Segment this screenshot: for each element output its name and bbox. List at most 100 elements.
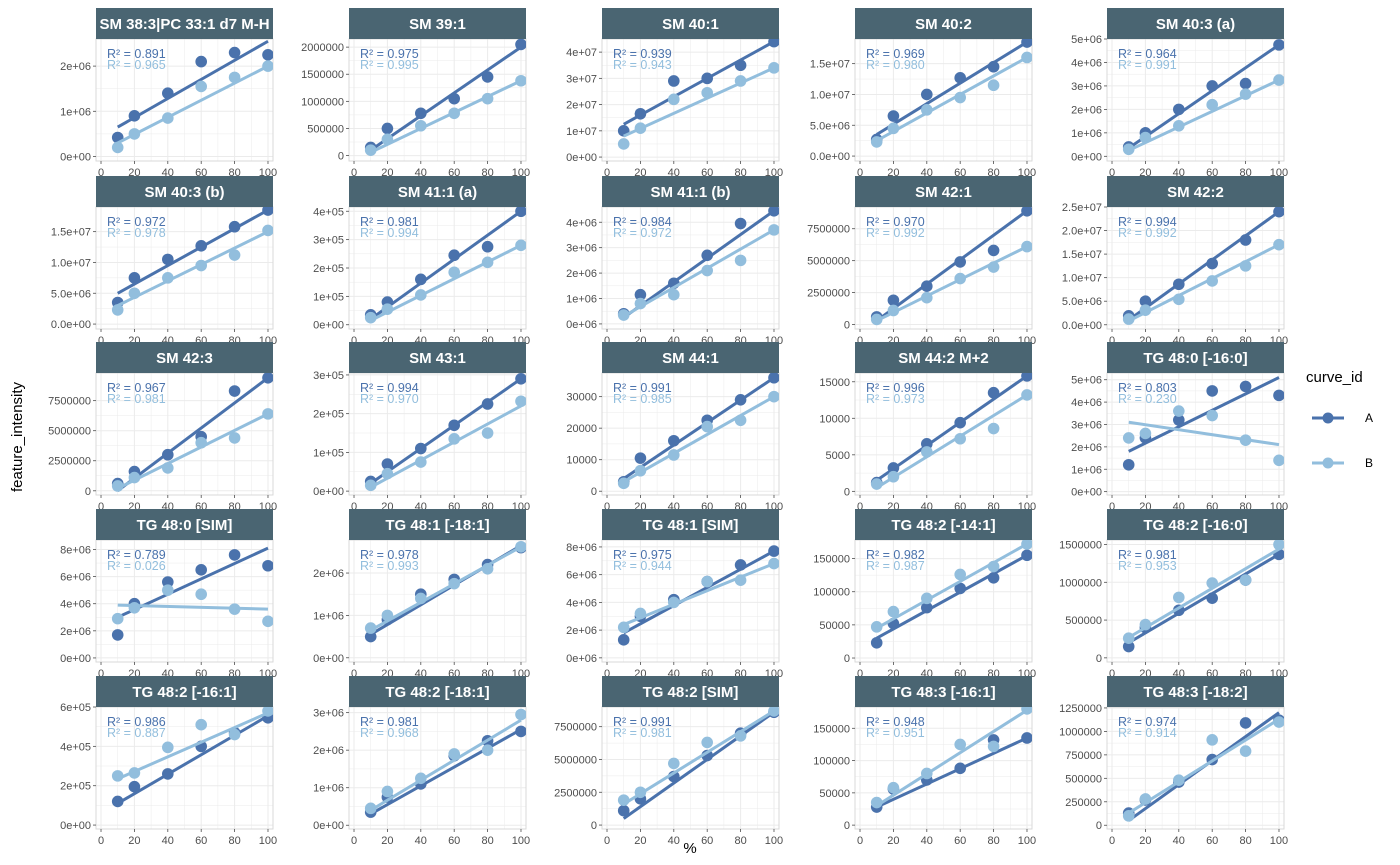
strip-title: SM 40:3 (a) [1156,16,1235,33]
strip-background [349,176,526,207]
data-point [987,740,1000,753]
strip-background [855,176,1032,207]
y-tick-label: 0e+00 [566,152,597,164]
fit-line [1128,420,1280,447]
x-tick-label: 0 [1109,501,1115,513]
y-tick-label: 7500000 [48,396,91,408]
data-point [768,373,779,384]
data-point [262,207,273,216]
panel-plot-area [364,373,526,492]
x-tick-label: 60 [1206,835,1218,847]
fit-line [116,208,269,295]
strip-title: SM 40:3 (b) [144,184,224,201]
data-point [734,217,747,230]
panel-sm-42-1: SM 42:10 20 40 60 80 100025000005000000750000… [807,176,1036,347]
data-point [1206,80,1218,92]
panel-tg-48-1-18-1: TG 48:1 [-18:1]0 20 40 60 80 1000e+001e+062e+… [313,509,530,680]
fit-line [1128,243,1280,323]
strip-title: SM 44:2 M+2 [898,350,988,367]
fit-line [622,549,775,635]
series-b [111,707,273,782]
y-tick-label: 4e+06 [60,599,91,611]
panel-sm-43-1: SM 43:10 20 40 60 80 1000e+001e+052e+053e+05R… [313,342,530,513]
x-tick-label: 0 [98,668,104,680]
data-point [954,72,966,84]
strip-title: SM 41:1 (a) [398,184,477,201]
r2-label-a: R² = 0.991 [613,381,672,395]
r2-label-a: R² = 0.975 [613,548,672,562]
fit-line [623,562,775,626]
data-point [1206,385,1218,397]
data-point [1173,103,1185,116]
r2-label-a: R² = 0.978 [360,548,419,562]
y-tick-label: 1e+06 [1071,464,1102,476]
fit-line [622,395,775,484]
fit-line [876,245,1028,323]
strip-background [1107,342,1284,373]
strip-title: TG 48:0 [-16:0] [1143,350,1247,367]
r2-label-a: R² = 0.984 [613,215,672,229]
data-point [195,240,207,252]
r2-label-b: R² = 0.981 [613,726,672,740]
y-tick-label: 4e+07 [566,47,597,59]
data-point [228,603,241,615]
data-point [228,220,241,233]
series-b [111,408,273,492]
data-point [415,119,427,132]
data-point [481,427,494,439]
panel-plot-area [617,545,779,646]
data-point [111,480,124,492]
fit-line [369,210,522,321]
panel-plot-area [1122,540,1284,653]
panel-tg-48-1-sim: TG 48:1 [SIM]0 20 40 60 80 1000e+062e+064e+06… [566,509,783,680]
panel-plot-area [617,207,779,321]
x-tick-label: 40 [1173,835,1185,847]
data-point [415,442,427,455]
data-point [162,584,174,596]
data-point [381,303,394,315]
r2-label-b: R² = 0.981 [107,392,166,406]
data-point [448,266,460,279]
x-tick-label: 0 [351,335,357,347]
data-point [634,107,647,120]
fit-line [876,736,1028,809]
data-point [111,795,124,808]
fit-line [875,708,1028,808]
y-tick-label: 5e+06 [1071,375,1102,387]
panel-plot-area [1122,711,1284,822]
strip-title: TG 48:3 [-16:1] [891,684,995,701]
data-point [1206,734,1218,746]
data-point [1021,39,1032,48]
y-tick-label: 750000 [1065,750,1102,762]
y-tick-label: 15000 [819,377,850,389]
data-point [987,261,1000,273]
y-tick-label: 3e+05 [313,235,344,247]
y-tick-label: 2500000 [48,456,91,468]
x-tick-label: 20 [634,835,646,847]
data-point [1273,454,1284,467]
data-point [734,414,747,427]
data-point [1239,234,1252,246]
y-tick-label: 7500000 [554,722,597,734]
data-point [1273,540,1284,551]
strip-title: TG 48:2 [-16:1] [132,684,236,701]
x-tick-label: 0 [351,835,357,847]
x-tick-label: 0 [351,668,357,680]
x-tick-label: 0 [857,167,863,179]
data-point [515,708,526,721]
data-point [364,144,377,156]
x-tick-label: 40 [415,835,427,847]
data-point [987,386,1000,399]
fit-line [1127,43,1280,150]
data-point [228,432,241,444]
y-tick-label: 8e+06 [60,544,91,556]
data-point [1122,313,1135,325]
fit-line [369,45,522,152]
data-point [1273,207,1284,218]
x-tick-label: 0 [604,835,610,847]
y-tick-label: 150000 [813,554,850,566]
r2-label-b: R² = 0.995 [360,58,419,72]
fit-line [370,243,522,322]
data-point [515,373,526,385]
